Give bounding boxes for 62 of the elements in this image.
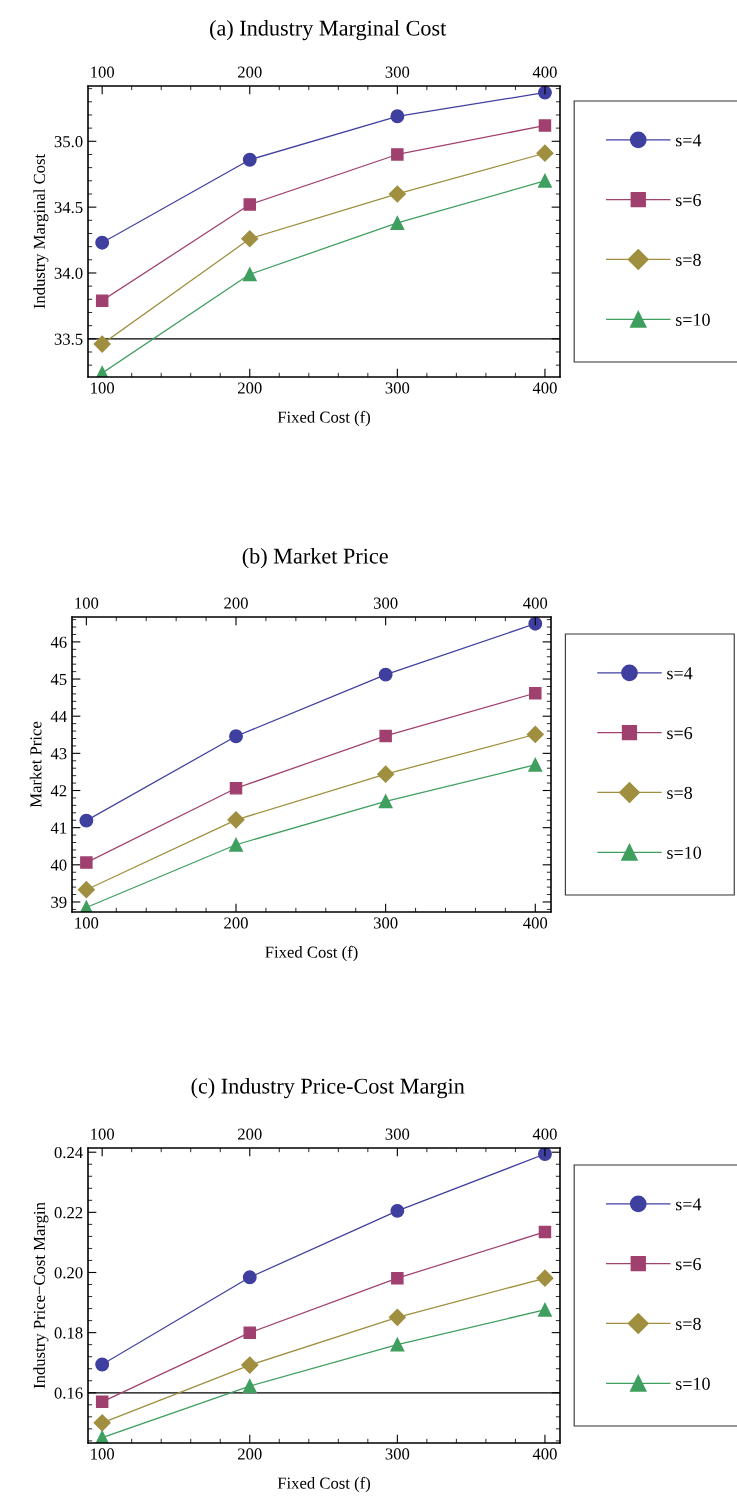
y-tick-label: 44 [50,711,67,722]
legend-label: s=4 [667,667,693,680]
y-tick-label: 0.24 [54,1146,83,1159]
x-axis-title: Fixed Cost (f) [277,410,371,427]
legend-label: s=6 [676,194,701,207]
y-tick-label: 0.20 [54,1267,83,1279]
legend-label: s=6 [667,727,693,740]
x2-tick-label: 100 [91,66,115,78]
x2-tick-label: 300 [373,597,398,609]
legend-label: s=10 [676,1377,710,1390]
x-tick-label: 200 [237,382,262,394]
y-tick-label: 46 [50,636,67,648]
x2-tick-label: 300 [385,1128,410,1140]
x-tick-label: 400 [532,1448,557,1460]
x2-tick-label: 400 [532,1128,557,1140]
chart-title: (b) Market Price [242,548,388,569]
y-tick-label: 45 [50,673,67,685]
x-axis-title: Fixed Cost (f) [265,945,358,962]
x2-tick-label: 300 [385,66,410,78]
x2-tick-label: 200 [237,66,262,78]
y-tick-label: 33.5 [54,333,83,345]
y-axis-title: Market Price [29,721,42,808]
x2-tick-label: 100 [75,597,99,609]
y-tick-label: 42 [50,785,67,797]
y-axis-title: Industry Price−Cost Margin [33,1202,49,1389]
chart-title: (a) Industry Marginal Cost [210,20,447,41]
x-tick-label: 100 [91,1448,115,1460]
legend-label: s=4 [676,1198,702,1211]
x-tick-label: 400 [532,382,557,394]
legend-label: s=6 [676,1258,701,1271]
x-axis-title: Fixed Cost (f) [277,1476,371,1493]
legend-label: s=10 [676,313,710,326]
y-tick-label: 0.16 [54,1387,83,1399]
x2-tick-label: 400 [523,597,548,609]
x-tick-label: 200 [224,917,248,929]
legend-label: s=4 [676,134,702,147]
y-tick-label: 41 [50,822,67,834]
x-tick-label: 300 [385,1448,410,1460]
x-tick-label: 400 [523,917,548,929]
y-tick-label: 43 [50,748,67,760]
x2-tick-label: 400 [532,66,557,78]
legend-label: s=8 [676,1317,701,1330]
y-tick-label: 35.0 [54,136,83,148]
y-tick-label: 34.0 [54,267,83,279]
x-tick-label: 300 [385,382,410,394]
chart-title: (c) Industry Price-Cost Margin [191,1078,465,1099]
x-tick-label: 200 [237,1448,262,1460]
y-tick-label: 34.5 [54,201,83,214]
x2-tick-label: 200 [224,597,248,609]
y-tick-label: 0.18 [54,1327,83,1339]
y-tick-label: 0.22 [54,1207,83,1219]
x-tick-label: 300 [373,917,398,929]
y-tick-label: 40 [50,859,67,871]
x-tick-label: 100 [75,917,99,929]
x-tick-label: 100 [91,382,115,394]
y-tick-label: 39 [51,896,67,908]
x2-tick-label: 200 [237,1128,262,1140]
x2-tick-label: 100 [91,1128,115,1140]
legend-label: s=10 [667,846,702,859]
legend-label: s=8 [676,253,701,266]
legend-label: s=8 [667,786,693,799]
y-axis-title: Industry Marginal Cost [33,153,49,309]
